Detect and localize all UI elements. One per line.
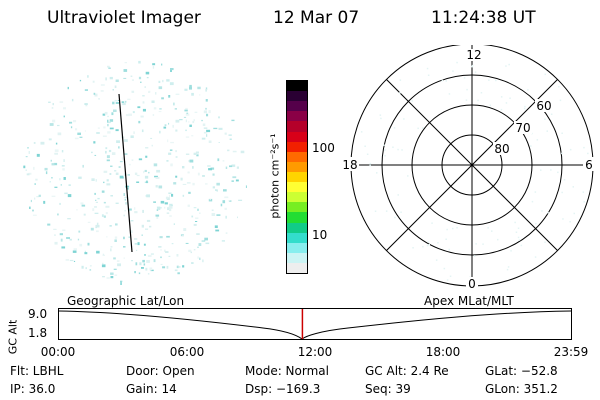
status-gain: Gain: 14 (126, 382, 177, 396)
colorbar-segment (287, 262, 307, 274)
colorbar-units-label: photon cm⁻²s⁻¹ (268, 133, 282, 219)
status-door: Door: Open (126, 364, 195, 378)
time-tick-0000: 00:00 (40, 345, 76, 359)
meridian-diag-2 (386, 79, 558, 251)
observation-time: 11:24:38 UT (431, 8, 536, 28)
altitude-curve (58, 310, 572, 340)
colorbar-segment (287, 101, 307, 112)
colorbar-segment (287, 242, 307, 253)
observation-date: 12 Mar 07 (273, 8, 360, 28)
colorbar-tick-10: 10 (312, 228, 328, 242)
status-filter: Flt: LBHL (10, 364, 64, 378)
color-scale-bar (286, 80, 308, 274)
time-tick-1200: 12:00 (297, 345, 333, 359)
geo-latlon-title: Geographic Lat/Lon (67, 294, 185, 308)
colorbar-segment (287, 182, 307, 193)
lat-label-80: 80 (494, 142, 509, 156)
colorbar-segment (287, 121, 307, 132)
colorbar-segment (287, 81, 307, 92)
altitude-timeline-plot (58, 308, 572, 340)
timeline-frame (58, 308, 572, 340)
mlt-label-0: 0 (468, 277, 476, 291)
lat-label-60: 60 (536, 99, 551, 113)
colorbar-segment (287, 171, 307, 183)
time-tick-2359: 23:59 (553, 345, 589, 359)
colorbar-segment (287, 151, 307, 162)
colorbar-segment (287, 91, 307, 102)
gc-alt-axis-label: GC Alt (6, 319, 20, 355)
colorbar-segment (287, 141, 307, 152)
colorbar-segment (287, 222, 307, 233)
mlt-label-6: 6 (585, 158, 593, 172)
colorbar-segment (287, 212, 307, 223)
status-glon: GLon: 351.2 (485, 382, 558, 396)
colorbar-segment (287, 252, 307, 263)
status-seq: Seq: 39 (365, 382, 411, 396)
colorbar-tick-100: 100 (312, 141, 335, 155)
colorbar-segment (287, 232, 307, 243)
alt-tick-high: 9.0 (28, 307, 48, 321)
lat-label-70: 70 (515, 121, 530, 135)
status-dsp: Dsp: −169.3 (245, 382, 321, 396)
alt-tick-low: 1.8 (28, 326, 48, 340)
status-gc-alt: GC Alt: 2.4 Re (365, 364, 449, 378)
mlt-label-18: 18 (342, 158, 357, 172)
time-tick-0600: 06:00 (169, 345, 205, 359)
colorbar-segment (287, 131, 307, 142)
uv-image-panel (23, 60, 247, 285)
status-glat: GLat: −52.8 (485, 364, 558, 378)
colorbar-segment (287, 192, 307, 203)
colorbar-segment (287, 202, 307, 213)
mlt-label-12: 12 (466, 48, 481, 62)
time-tick-1800: 18:00 (425, 345, 461, 359)
status-ip: IP: 36.0 (10, 382, 56, 396)
dayside-boundary-line (118, 93, 133, 253)
uv-emission-speckles (23, 60, 247, 285)
colorbar-segment (287, 111, 307, 122)
apex-mlat-title: Apex MLat/MLT (424, 294, 514, 308)
colorbar-segment (287, 161, 307, 172)
polar-mlt-plot: 12 18 6 0 60 70 80 (342, 45, 595, 291)
status-mode: Mode: Normal (245, 364, 329, 378)
instrument-title: Ultraviolet Imager (47, 8, 201, 28)
